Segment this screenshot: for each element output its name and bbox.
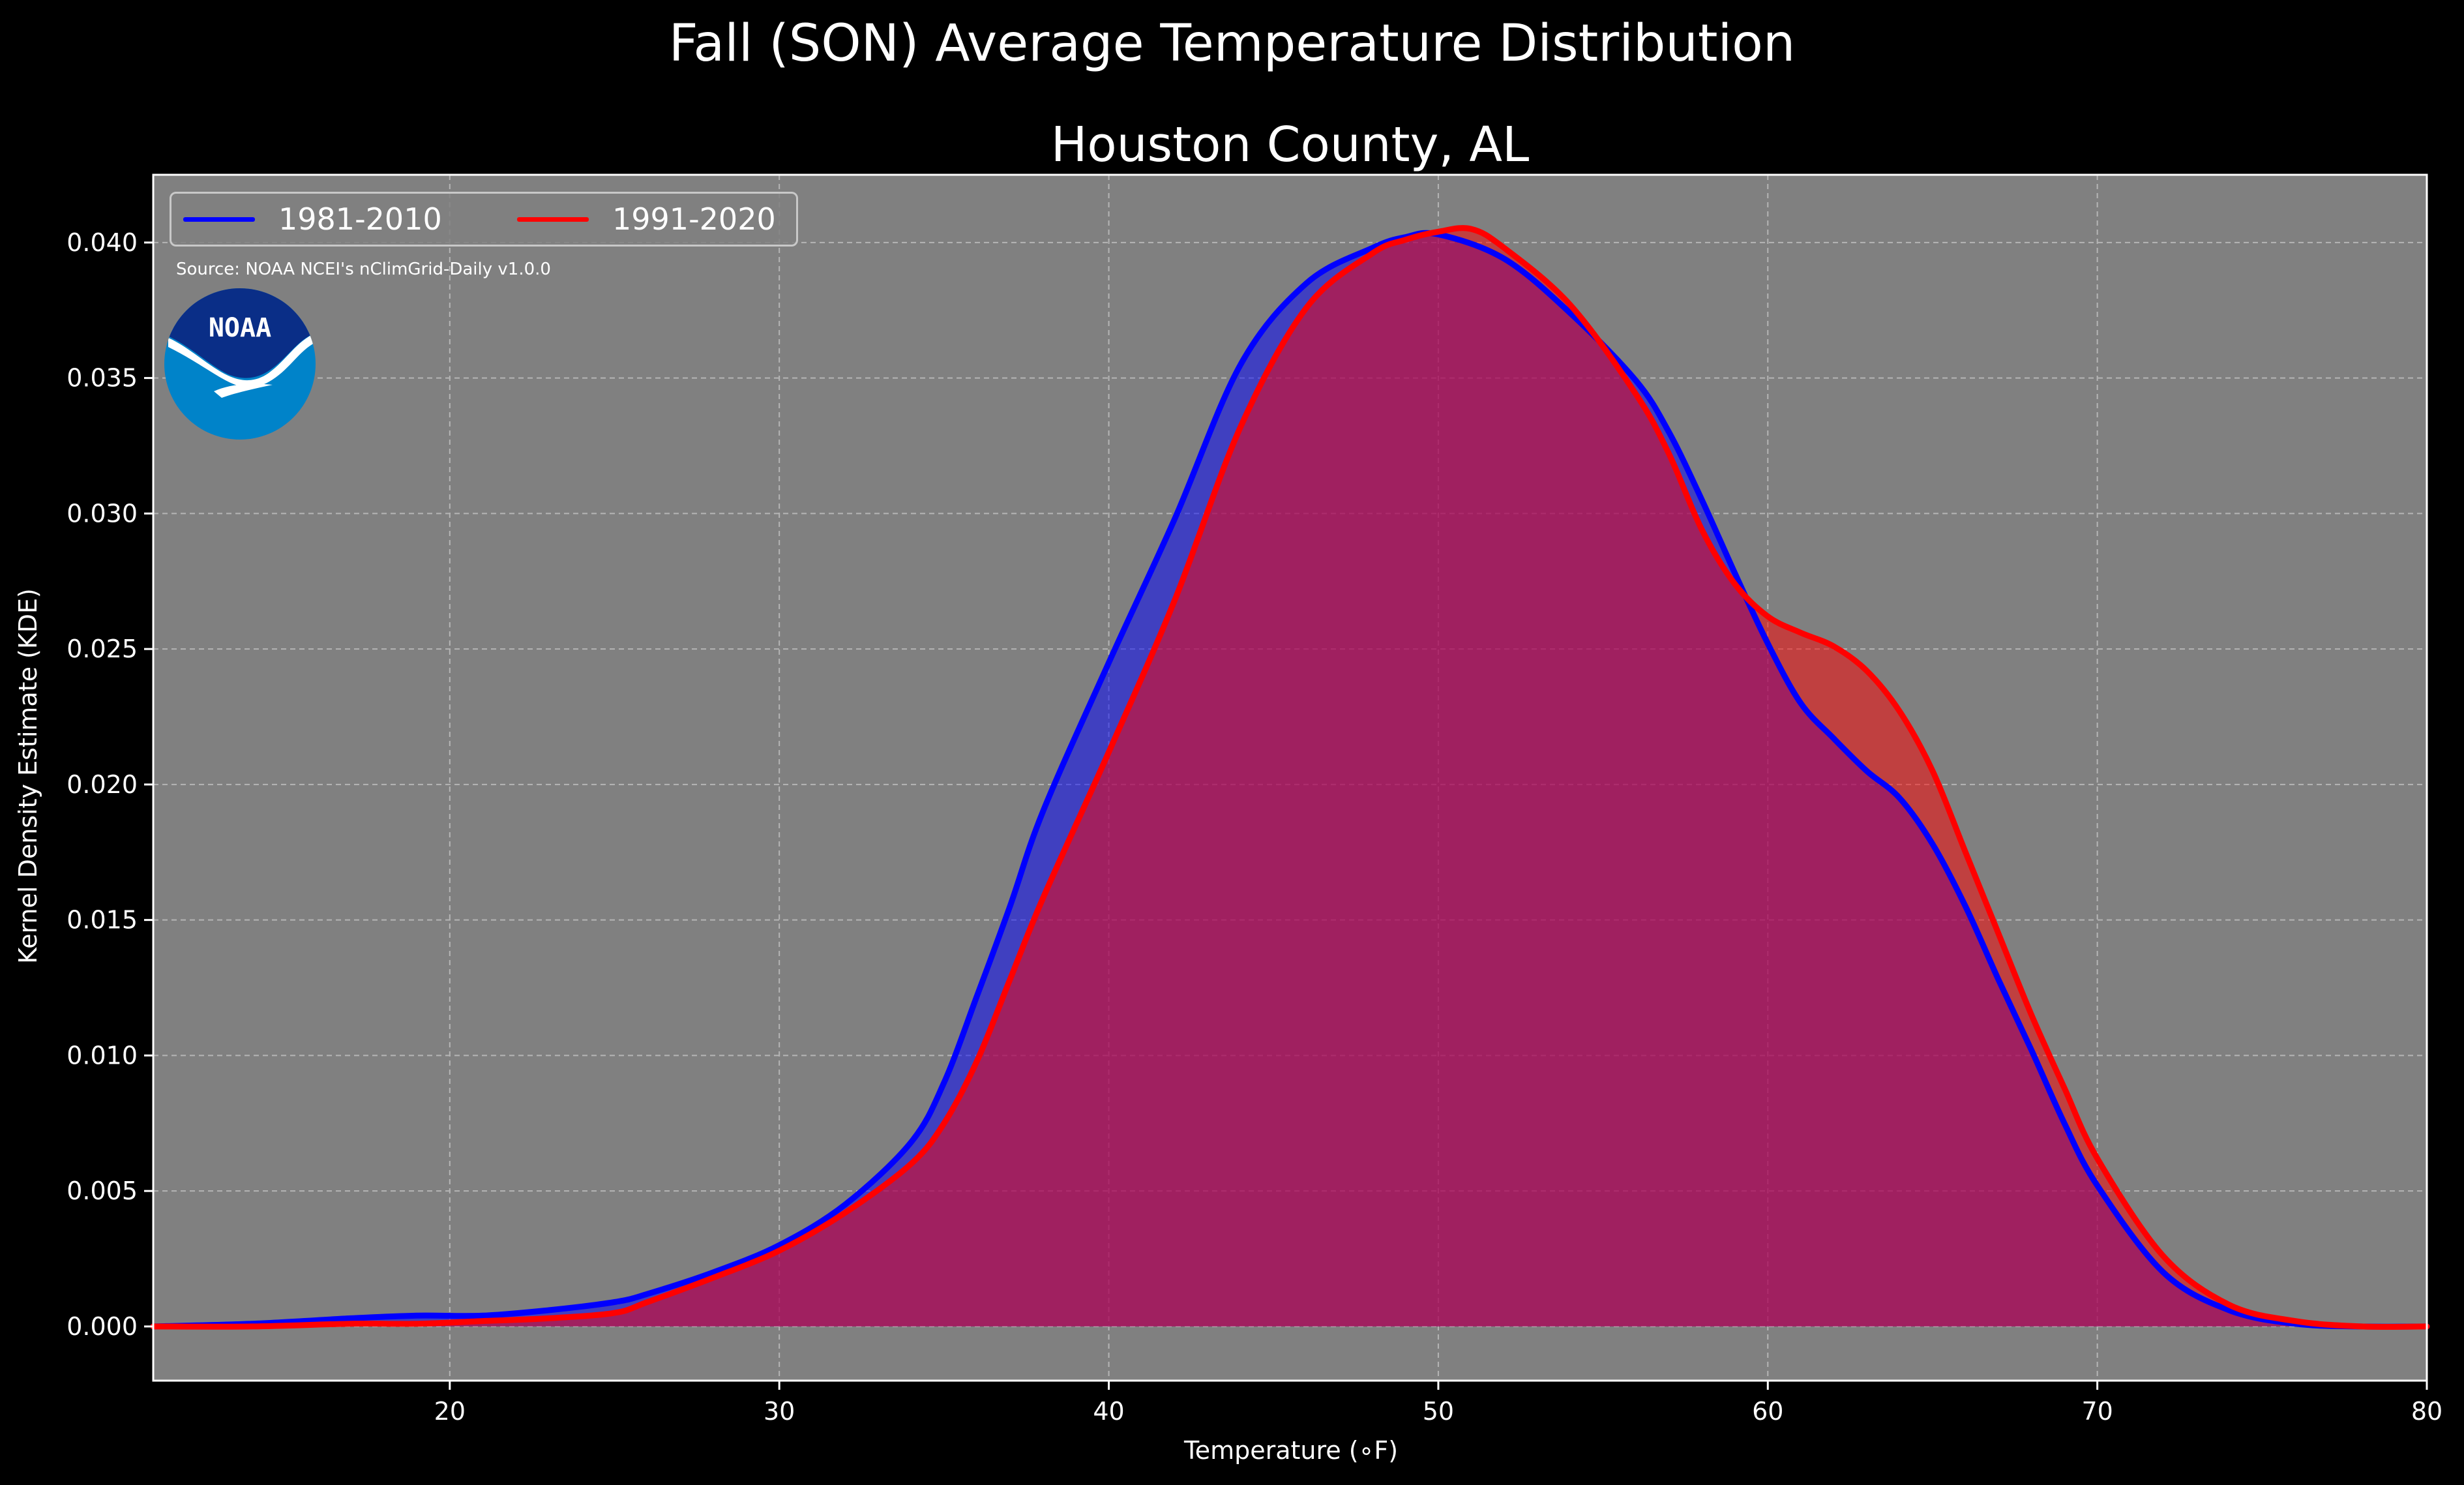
y-tick-label: 0.030 bbox=[67, 499, 138, 528]
y-tick-label: 0.020 bbox=[67, 770, 138, 799]
x-axis: 20 30 40 50 60 70 80 bbox=[434, 1381, 2442, 1426]
x-tick-label: 40 bbox=[1093, 1397, 1124, 1426]
x-tick-label: 70 bbox=[2081, 1397, 2113, 1426]
y-tick-label: 0.040 bbox=[67, 228, 138, 257]
x-axis-label: Temperature (∘F) bbox=[1183, 1436, 1398, 1465]
legend-item-1991-2020: 1991-2020 bbox=[517, 194, 776, 245]
legend-label: 1981-2010 bbox=[278, 202, 442, 237]
y-tick-label: 0.010 bbox=[67, 1041, 138, 1070]
x-tick-label: 30 bbox=[764, 1397, 795, 1426]
y-tick-label: 0.035 bbox=[67, 364, 138, 393]
x-tick-label: 60 bbox=[1752, 1397, 1783, 1426]
noaa-logo-text: NOAA bbox=[209, 313, 271, 343]
x-tick-label: 50 bbox=[1423, 1397, 1454, 1426]
chart-subtitle: Houston County, AL bbox=[1050, 117, 1530, 173]
legend: 1981-2010 1991-2020 bbox=[170, 192, 798, 247]
y-axis: 0.000 0.005 0.010 0.015 0.020 0.025 0.030 0.035… bbox=[67, 228, 153, 1341]
legend-item-1981-2010: 1981-2010 bbox=[183, 194, 442, 245]
x-tick-label: 20 bbox=[434, 1397, 466, 1426]
x-tick-label: 80 bbox=[2411, 1397, 2442, 1426]
legend-swatch-blue bbox=[183, 217, 255, 222]
series-lines bbox=[150, 225, 2430, 1330]
noaa-logo: NOAA bbox=[164, 288, 316, 440]
line-series-1991-2020 bbox=[150, 225, 2430, 1330]
y-axis-label: Kernel Density Estimate (KDE) bbox=[14, 588, 42, 964]
y-tick-label: 0.005 bbox=[67, 1177, 138, 1205]
legend-swatch-red bbox=[517, 217, 589, 222]
y-tick-label: 0.000 bbox=[67, 1312, 138, 1341]
series-areas bbox=[153, 228, 2427, 1327]
source-note: Source: NOAA NCEI's nClimGrid-Daily v1.0… bbox=[176, 260, 551, 279]
y-tick-label: 0.025 bbox=[67, 635, 138, 663]
area-series-1991-2020 bbox=[153, 228, 2427, 1327]
legend-label: 1991-2020 bbox=[612, 202, 776, 237]
y-tick-label: 0.015 bbox=[67, 906, 138, 935]
plot-frame bbox=[152, 173, 2428, 1382]
chart-title: Fall (SON) Average Temperature Distribut… bbox=[668, 14, 1796, 73]
